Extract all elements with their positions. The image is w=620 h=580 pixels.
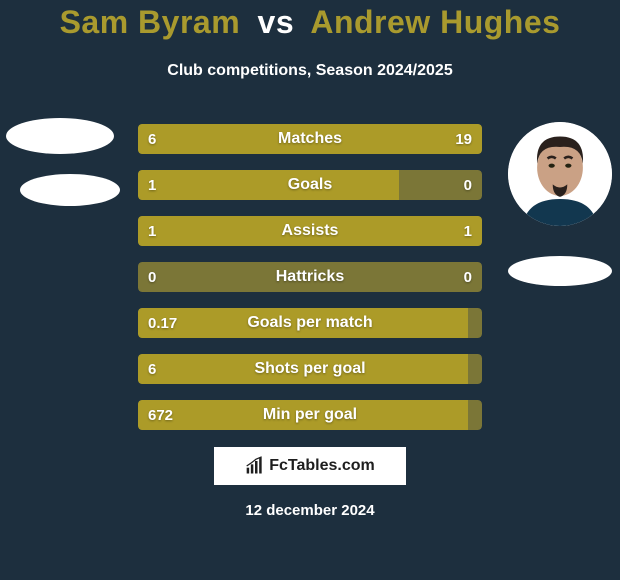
- avatar-player-a-placeholder: [6, 118, 114, 154]
- stat-value-right: 0: [454, 170, 482, 200]
- stat-value-right: 0: [454, 262, 482, 292]
- stat-value-left: 6: [138, 354, 166, 384]
- stat-label: Hattricks: [138, 262, 482, 292]
- stat-label: Matches: [138, 124, 482, 154]
- stat-value-left: 0: [138, 262, 166, 292]
- stat-value-left: 672: [138, 400, 183, 430]
- stat-row: Goals1 0: [138, 170, 482, 200]
- subtitle: Club competitions, Season 2024/2025: [0, 62, 620, 80]
- stat-value-right: 1: [454, 216, 482, 246]
- stat-value-right: 19: [445, 124, 482, 154]
- stat-label: Goals per match: [138, 308, 482, 338]
- stat-value-left: 6: [138, 124, 166, 154]
- stat-value-left: 1: [138, 216, 166, 246]
- title-vs: vs: [258, 4, 295, 40]
- avatar-player-b-svg: [508, 122, 612, 226]
- stat-value-left: 0.17: [138, 308, 187, 338]
- title-player-b: Andrew Hughes: [310, 4, 560, 40]
- avatar-player-a-shadow: [20, 174, 120, 206]
- stat-row: Matches6 19: [138, 124, 482, 154]
- stat-row: Min per goal672: [138, 400, 482, 430]
- avatar-brow-r: [564, 157, 572, 159]
- avatar-player-b: [508, 122, 612, 226]
- avatar-brow-l: [548, 157, 556, 159]
- logo-box: FcTables.com: [214, 447, 406, 485]
- badge-player-b-placeholder: [508, 256, 612, 286]
- avatar-eye-l: [549, 164, 555, 168]
- comparison-canvas: Sam Byram vs Andrew Hughes Club competit…: [0, 0, 620, 580]
- stat-row: Assists1 1: [138, 216, 482, 246]
- chart-icon: [245, 456, 265, 476]
- stat-bars: Matches619Goals10Assists11Hattricks00Goa…: [138, 124, 482, 446]
- title-player-a: Sam Byram: [60, 4, 241, 40]
- stat-label: Assists: [138, 216, 482, 246]
- stat-row: Goals per match0.17: [138, 308, 482, 338]
- date-text: 12 december 2024: [0, 502, 620, 519]
- stat-value-left: 1: [138, 170, 166, 200]
- page-title: Sam Byram vs Andrew Hughes: [0, 4, 620, 41]
- stat-row: Shots per goal6: [138, 354, 482, 384]
- avatar-eye-r: [565, 164, 571, 168]
- stat-label: Shots per goal: [138, 354, 482, 384]
- stat-label: Goals: [138, 170, 482, 200]
- logo-text: FcTables.com: [269, 457, 375, 475]
- stat-label: Min per goal: [138, 400, 482, 430]
- stat-row: Hattricks0 0: [138, 262, 482, 292]
